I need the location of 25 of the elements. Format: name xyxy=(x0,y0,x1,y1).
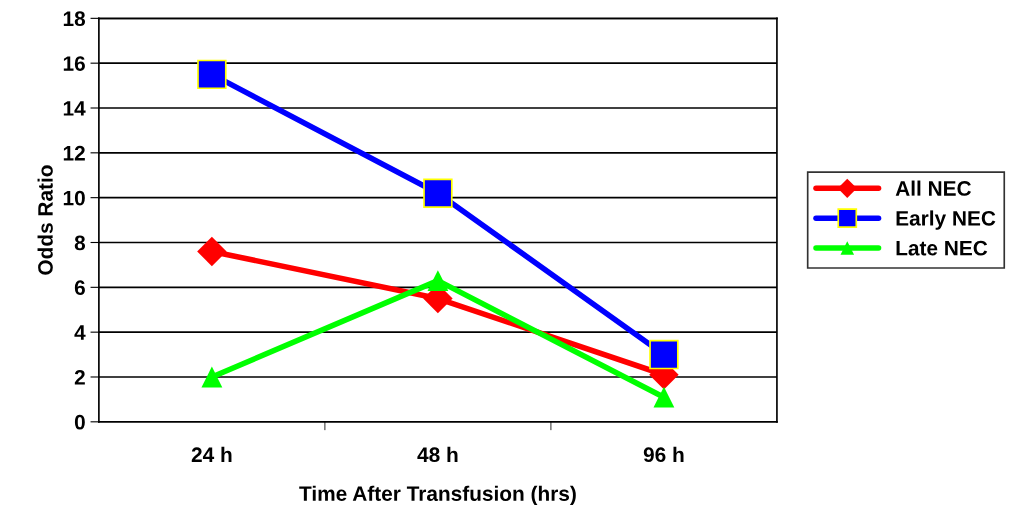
y-tick-label: 18 xyxy=(63,11,86,27)
y-tick-label: 12 xyxy=(63,145,85,161)
y-tick-label: 16 xyxy=(63,56,85,71)
legend-label: Early NEC xyxy=(896,210,996,230)
x-tick-label: 24 h xyxy=(191,446,232,462)
x-axis-title: Time After Transfusion (hrs) xyxy=(299,485,576,506)
y-tick-label: 8 xyxy=(74,235,86,251)
point xyxy=(649,339,679,370)
y-tick-label: 6 xyxy=(74,280,85,296)
legend-label: All NEC xyxy=(895,180,972,196)
y-tick-label: 2 xyxy=(74,369,85,385)
y-axis-title: Odds Ratio xyxy=(37,165,53,275)
x-tick-label: 48 h xyxy=(417,446,458,463)
point xyxy=(653,386,675,408)
y-tick-label: 0 xyxy=(74,414,85,430)
x-tick-label: 96 h xyxy=(643,446,684,463)
point xyxy=(197,236,227,267)
point xyxy=(201,366,223,388)
point xyxy=(197,59,227,90)
y-tick-label: 4 xyxy=(74,325,86,340)
y-tick-label: 10 xyxy=(63,190,85,206)
y-tick-label: 14 xyxy=(63,101,86,116)
point xyxy=(427,270,449,292)
legend-label: Late NEC xyxy=(896,240,988,256)
point xyxy=(423,178,453,208)
